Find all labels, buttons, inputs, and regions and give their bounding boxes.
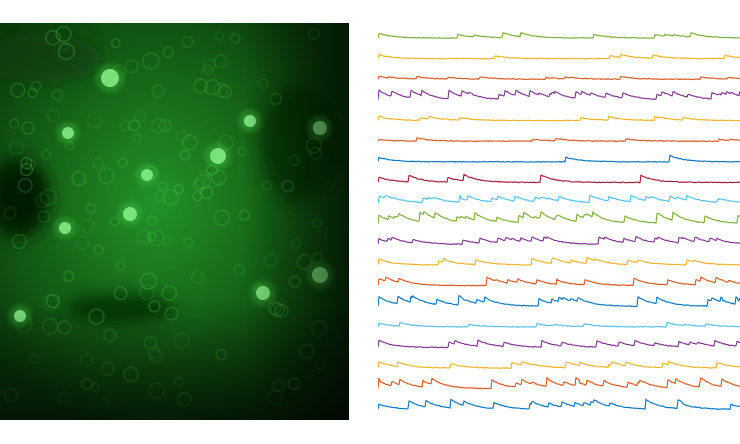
activity-trace [378,398,740,411]
activity-trace [378,236,740,246]
activity-trace [378,360,740,369]
bottom-shade [0,23,349,420]
activity-traces [378,31,740,411]
activity-trace [378,154,740,163]
activity-trace [378,194,740,204]
activity-trace [378,75,740,81]
activity-trace [378,276,740,287]
activity-trace [378,31,740,39]
activity-trace [378,115,740,122]
activity-trace [378,137,740,143]
activity-trace [378,339,740,349]
activity-trace [378,173,740,184]
activity-trace [378,256,740,266]
activity-trace [378,210,740,224]
activity-trace [378,294,740,308]
activity-trace [378,89,740,101]
calcium-imaging-micrograph [0,23,349,420]
activity-trace [378,321,740,328]
activity-trace [378,53,740,60]
activity-trace [378,376,740,390]
